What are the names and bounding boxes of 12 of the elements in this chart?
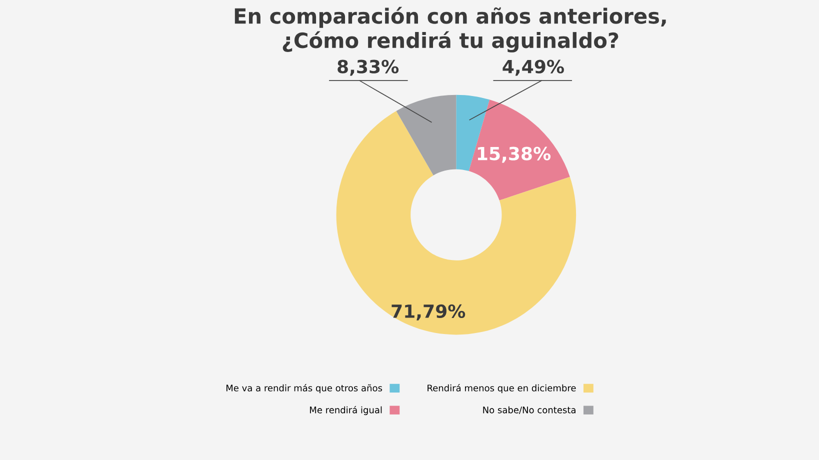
legend-label: Rendirá menos que en diciembre: [428, 384, 576, 394]
donut-slice: [468, 100, 570, 200]
data-label: 4,49%: [502, 60, 564, 76]
legend-label: Me rendirá igual: [310, 406, 382, 416]
donut-slice: [396, 94, 456, 176]
legend-label: No sabe/No contesta: [483, 406, 576, 414]
legend-label: Me va a rendir más que otros años: [226, 384, 382, 394]
chart-title: En comparación con años anteriores, ¿Cómo rendirá tu aguinaldo?: [234, 6, 666, 52]
donut-slice: [336, 110, 576, 335]
data-label: 15,38%: [478, 146, 551, 163]
data-label: 71,79%: [392, 304, 466, 320]
data-label: 8,33%: [338, 60, 399, 76]
